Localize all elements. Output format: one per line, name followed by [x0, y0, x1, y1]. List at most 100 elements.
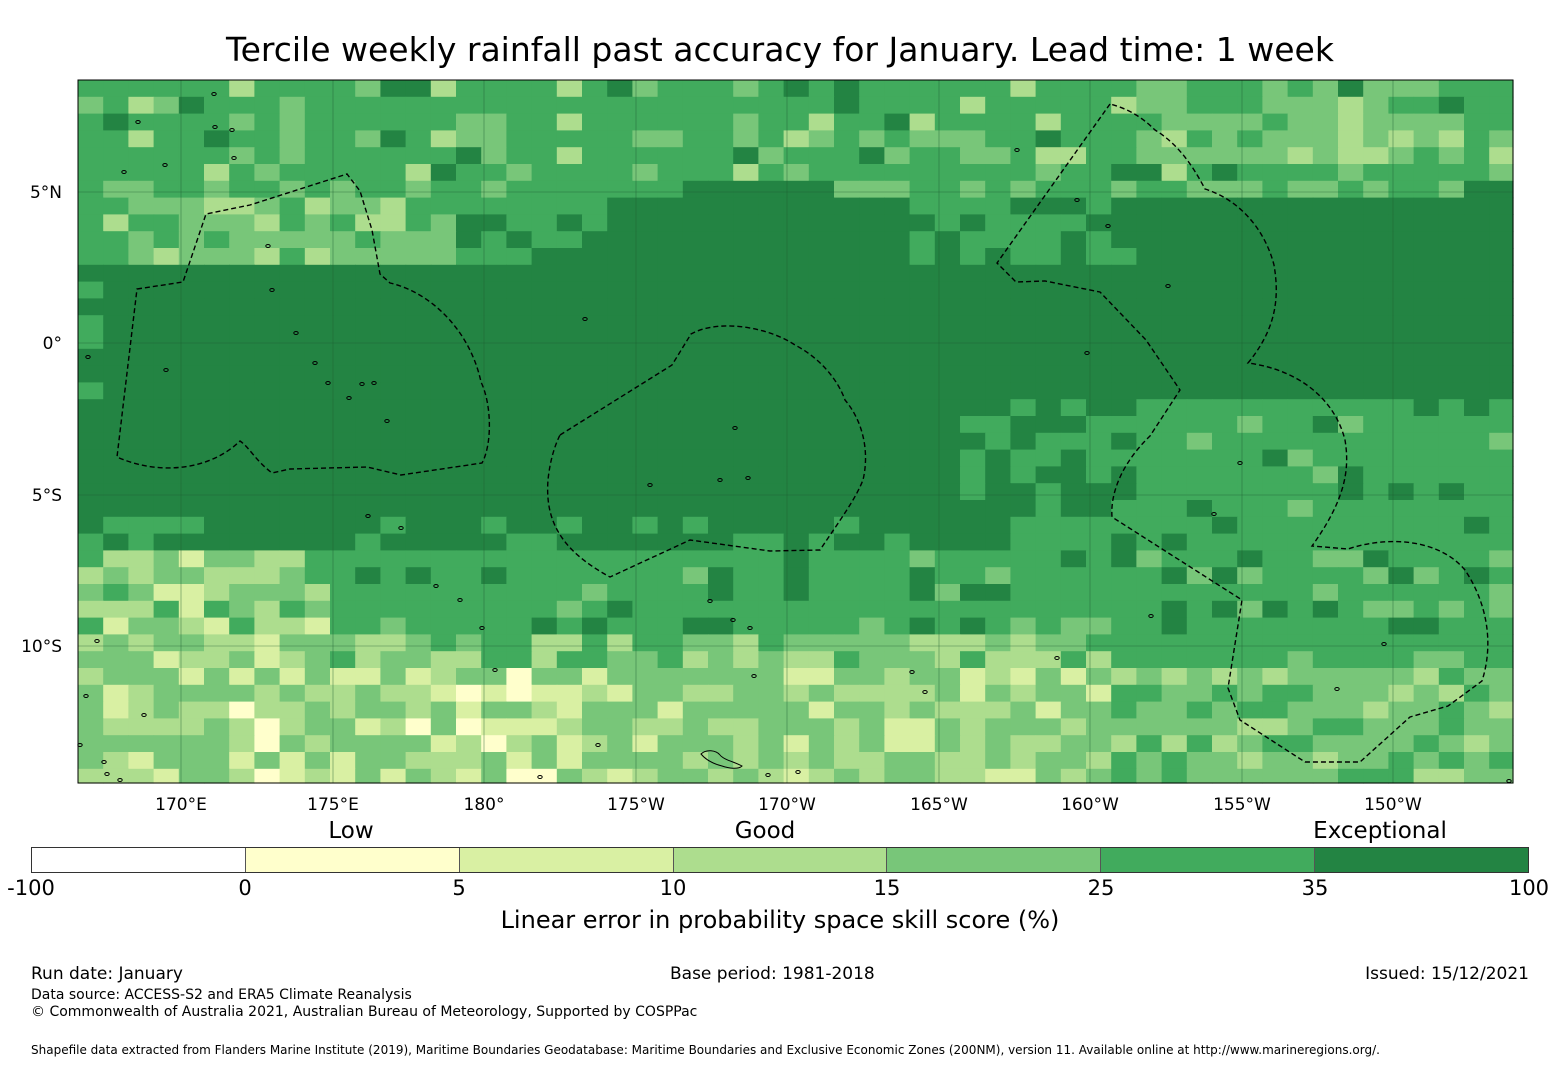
- grid-cell: [1338, 80, 1364, 98]
- grid-cell: [1060, 164, 1087, 182]
- grid-cell: [330, 600, 356, 619]
- grid-cell: [128, 80, 155, 98]
- grid-cell: [153, 197, 180, 215]
- latitude-tick-label: 10°S: [21, 637, 62, 657]
- grid-cell: [556, 365, 583, 383]
- grid-cell: [456, 768, 482, 784]
- grid-cell: [405, 180, 432, 199]
- grid-cell: [1363, 264, 1389, 283]
- grid-cell: [1010, 332, 1037, 350]
- grid-cell: [1413, 684, 1440, 703]
- grid-cell: [682, 768, 709, 784]
- colorbar-bound: 100: [1508, 876, 1550, 900]
- grid-cell: [1111, 416, 1137, 434]
- grid-cell: [153, 180, 180, 199]
- grid-cell: [934, 718, 961, 736]
- grid-cell: [758, 634, 785, 652]
- grid-cell: [1338, 348, 1364, 367]
- grid-cell: [1186, 264, 1213, 283]
- grid-cell: [380, 264, 407, 283]
- grid-cell: [1010, 113, 1037, 131]
- grid-cell: [103, 617, 129, 635]
- grid-cell: [960, 651, 986, 669]
- grid-cell: [1464, 399, 1490, 417]
- grid-cell: [934, 96, 961, 115]
- grid-cell: [1287, 668, 1314, 686]
- grid-cell: [1161, 180, 1188, 199]
- grid-cell: [1413, 248, 1440, 266]
- grid-cell: [1010, 315, 1037, 333]
- island-outline: [135, 120, 141, 124]
- grid-cell: [909, 668, 936, 686]
- grid-cell: [1186, 164, 1213, 182]
- grid-cell: [834, 113, 860, 131]
- grid-cell: [204, 113, 230, 131]
- grid-cell: [657, 113, 684, 131]
- grid-cell: [1212, 466, 1238, 484]
- grid-cell: [1363, 197, 1389, 215]
- grid-cell: [1338, 567, 1364, 585]
- grid-cell: [657, 768, 684, 784]
- grid-cell: [1489, 449, 1514, 467]
- grid-cell: [153, 718, 180, 736]
- grid-cell: [1464, 264, 1490, 283]
- grid-cell: [506, 768, 533, 784]
- grid-cell: [834, 684, 860, 703]
- grid-cell: [1338, 735, 1364, 753]
- grid-cell: [1111, 600, 1137, 619]
- grid-cell: [254, 584, 281, 602]
- grid-cell: [229, 483, 255, 501]
- grid-cell: [1388, 752, 1415, 770]
- category-low: Low: [328, 818, 374, 844]
- grid-cell: [254, 214, 281, 232]
- grid-cell: [355, 197, 381, 215]
- grid-cell: [481, 214, 507, 232]
- grid-cell: [153, 214, 180, 232]
- grid-cell: [1212, 348, 1238, 367]
- grid-cell: [582, 113, 608, 131]
- grid-cell: [556, 248, 583, 266]
- grid-cell: [1161, 130, 1188, 148]
- grid-cell: [1363, 617, 1389, 635]
- grid-cell: [758, 617, 785, 635]
- grid-cell: [859, 735, 885, 753]
- grid-cell: [682, 382, 709, 400]
- grid-cell: [1312, 735, 1339, 753]
- grid-cell: [1237, 416, 1263, 434]
- grid-cell: [1161, 718, 1188, 736]
- grid-cell: [733, 684, 759, 703]
- grid-cell: [1010, 483, 1037, 501]
- grid-cell: [279, 214, 306, 232]
- grid-cell: [556, 567, 583, 585]
- grid-cell: [859, 466, 885, 484]
- grid-cell: [1237, 248, 1263, 266]
- grid-cell: [808, 735, 835, 753]
- grid-cell: [733, 701, 759, 719]
- grid-cell: [556, 516, 583, 535]
- colorbar-segment-15-25: [887, 848, 1102, 872]
- grid-cell: [582, 735, 608, 753]
- grid-cell: [430, 483, 457, 501]
- grid-cell: [380, 432, 407, 451]
- grid-cell: [682, 147, 709, 165]
- grid-cell: [405, 550, 432, 568]
- grid-cell: [960, 752, 986, 770]
- grid-cell: [1262, 332, 1289, 350]
- grid-cell: [1287, 180, 1314, 199]
- grid-cell: [1438, 432, 1465, 451]
- grid-cell: [1363, 113, 1389, 131]
- grid-cell: [859, 248, 885, 266]
- grid-cell: [1161, 567, 1188, 585]
- grid-cell: [884, 147, 911, 165]
- grid-cell: [758, 180, 785, 199]
- grid-cell: [128, 651, 155, 669]
- grid-cell: [103, 348, 129, 367]
- grid-cell: [1086, 96, 1112, 115]
- grid-cell: [355, 533, 381, 551]
- grid-cell: [1237, 701, 1263, 719]
- grid-cell: [783, 567, 810, 585]
- grid-cell: [1212, 483, 1238, 501]
- grid-cell: [481, 248, 507, 266]
- grid-cell: [1363, 651, 1389, 669]
- grid-cell: [1161, 214, 1188, 232]
